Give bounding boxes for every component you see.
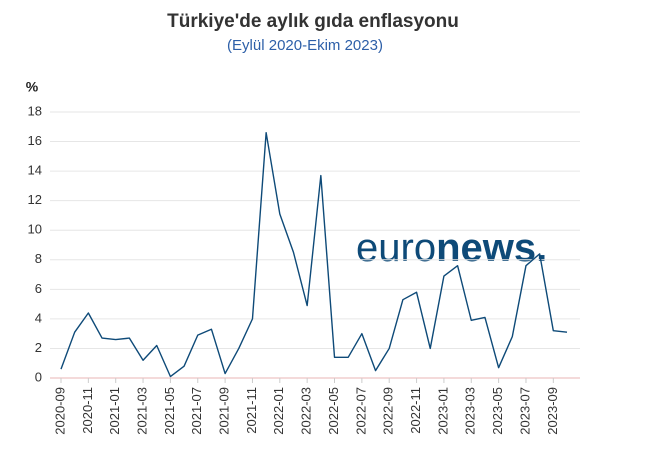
- y-axis-label: %: [26, 79, 39, 95]
- x-tick-label: 2022-07: [353, 387, 368, 435]
- x-tick-label: 2021-09: [217, 387, 232, 435]
- y-tick-label: 10: [28, 222, 42, 237]
- x-tick-label: 2021-01: [107, 387, 122, 435]
- watermark-bold: news.: [436, 226, 547, 270]
- y-tick-label: 2: [35, 340, 42, 355]
- x-tick-label: 2021-03: [134, 387, 149, 435]
- y-tick-label: 18: [28, 103, 42, 118]
- x-tick-label: 2021-07: [189, 387, 204, 435]
- y-tick-label: 14: [28, 163, 42, 178]
- watermark: euronews.: [356, 226, 547, 270]
- y-tick-label: 8: [35, 251, 42, 266]
- y-tick-label: 16: [28, 133, 42, 148]
- y-tick-label: 6: [35, 281, 42, 296]
- x-tick-label: 2023-07: [517, 387, 532, 435]
- y-tick-label: 4: [35, 310, 42, 325]
- chart-title: Türkiye'de aylık gıda enflasyonu: [167, 11, 459, 32]
- y-tick-label: 12: [28, 192, 42, 207]
- x-tick-label: 2022-11: [408, 387, 423, 434]
- y-tick-label: 0: [35, 369, 42, 384]
- x-tick-label: 2022-03: [299, 387, 314, 435]
- chart-subtitle: (Eylül 2020-Ekim 2023): [227, 37, 383, 54]
- watermark-light: euro: [356, 226, 436, 270]
- x-tick-label: 2021-05: [162, 387, 177, 435]
- x-tick-label: 2022-05: [326, 387, 341, 435]
- x-tick-label: 2023-09: [545, 387, 560, 435]
- x-tick-label: 2020-09: [52, 387, 67, 435]
- x-tick-label: 2022-09: [381, 387, 396, 435]
- data-line: [60, 131, 568, 378]
- x-tick-label: 2022-01: [271, 387, 286, 435]
- x-tick-label: 2023-05: [490, 387, 505, 435]
- x-tick-label: 2023-01: [435, 387, 450, 435]
- x-tick-label: 2020-11: [80, 387, 95, 434]
- x-tick-label: 2021-11: [244, 387, 259, 434]
- x-tick-label: 2023-03: [463, 387, 478, 435]
